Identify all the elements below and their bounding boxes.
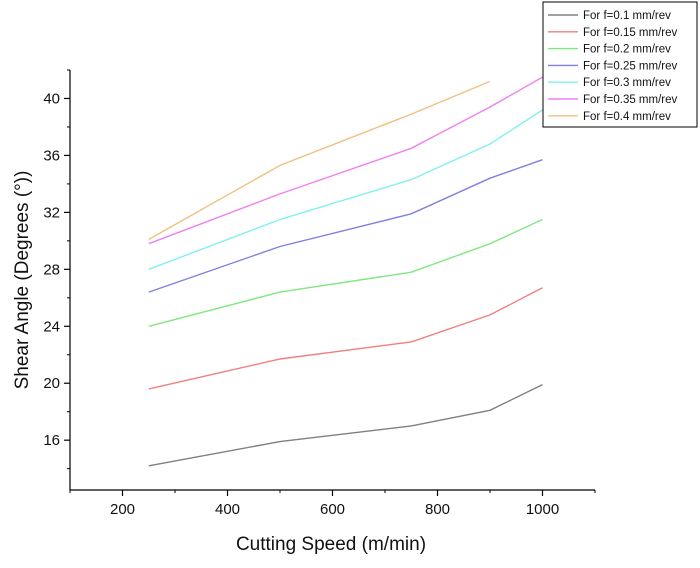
series-line-6: [148, 76, 543, 245]
y-tick-label: 40: [43, 90, 60, 107]
y-tick-label: 32: [43, 204, 60, 221]
y-tick-label: 16: [43, 432, 60, 449]
series-line-2: [148, 287, 543, 390]
y-tick-label: 36: [43, 147, 60, 164]
series-line-7: [148, 80, 491, 241]
x-tick-label: 1000: [526, 501, 559, 518]
series-line-5: [148, 109, 543, 270]
ticks: 200 400 600 800 1000 16 20 24 28 32 36 40: [43, 69, 596, 518]
legend-label-7: For f=0.4 mm/rev: [583, 111, 671, 123]
axes: [69, 70, 595, 491]
legend: For f=0.1 mm/rev For f=0.15 mm/rev For f=0…: [542, 1, 698, 128]
series-line-4: [148, 159, 543, 293]
x-axis-title: Cutting Speed (m/min): [236, 534, 426, 555]
y-axis-title: Shear Angle (Degrees (°)): [12, 171, 33, 390]
series-line-1: [148, 383, 543, 467]
y-tick-label: 20: [43, 375, 60, 392]
legend-box: [542, 1, 698, 128]
series-group: [148, 76, 543, 467]
x-tick-label: 400: [215, 501, 240, 518]
legend-label-1: For f=0.1 mm/rev: [583, 10, 671, 22]
legend-label-4: For f=0.25 mm/rev: [583, 60, 678, 72]
series-line-3: [148, 218, 543, 327]
legend-label-2: For f=0.15 mm/rev: [583, 27, 678, 39]
legend-label-6: For f=0.35 mm/rev: [583, 94, 678, 106]
legend-label-3: For f=0.2 mm/rev: [583, 44, 671, 56]
x-tick-label: 200: [110, 501, 135, 518]
y-tick-label: 28: [43, 261, 60, 278]
y-tick-label: 24: [43, 318, 60, 335]
legend-label-5: For f=0.3 mm/rev: [583, 77, 671, 89]
x-tick-label: 800: [425, 501, 450, 518]
x-tick-label: 600: [320, 501, 345, 518]
